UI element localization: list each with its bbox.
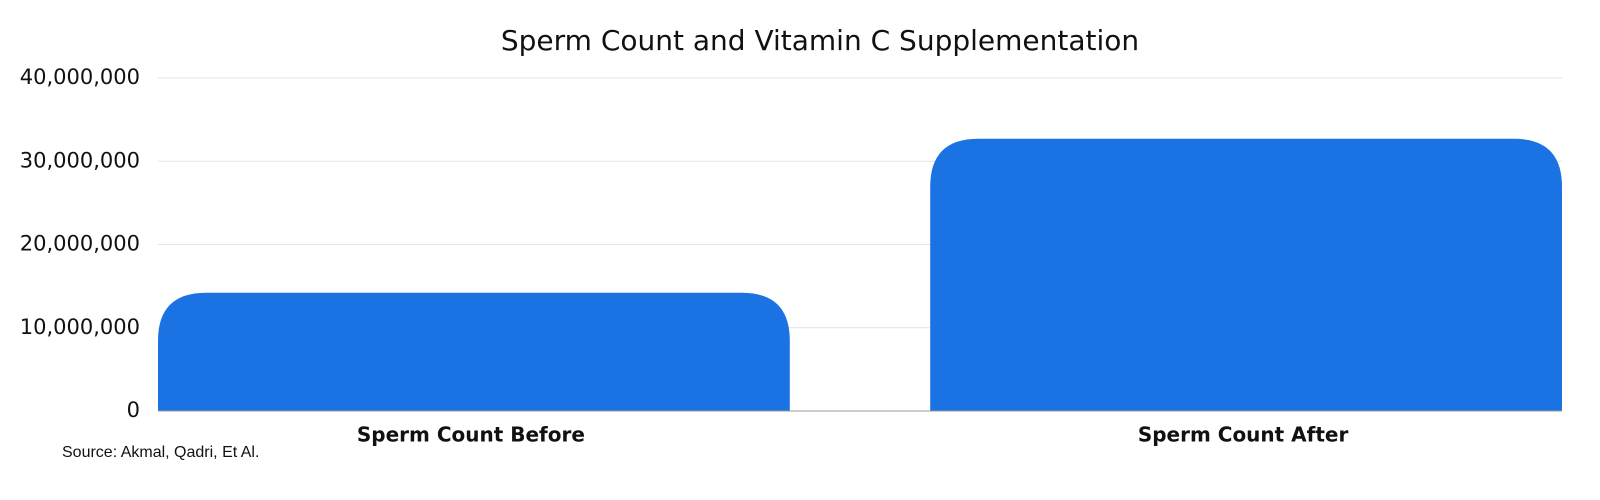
y-tick-label: 20,000,000 — [20, 232, 140, 256]
y-tick-label: 0 — [127, 398, 140, 422]
x-tick-label: Sperm Count After — [1138, 423, 1349, 447]
y-tick-label: 10,000,000 — [20, 315, 140, 339]
chart-title: Sperm Count and Vitamin C Supplementatio… — [501, 24, 1139, 57]
bar — [930, 138, 1562, 411]
source-note: Source: Akmal, Qadri, Et Al. — [62, 444, 259, 461]
y-tick-label: 40,000,000 — [20, 65, 140, 89]
bar — [158, 292, 790, 411]
y-tick-label: 30,000,000 — [20, 148, 140, 172]
x-tick-label: Sperm Count Before — [357, 423, 585, 447]
